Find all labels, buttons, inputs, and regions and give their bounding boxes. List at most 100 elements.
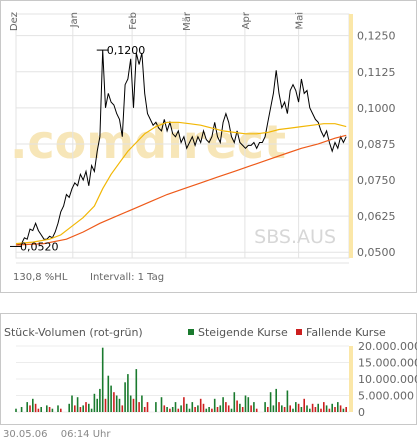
volume-bar (138, 402, 140, 412)
volume-bar (334, 407, 336, 412)
volume-bar (160, 397, 163, 412)
volume-bar (222, 397, 224, 412)
volume-bar (239, 403, 241, 413)
y-tick-label: 0,0625 (357, 210, 396, 223)
range-info: 130,8 %HL (13, 272, 68, 283)
annotation-label: 0,0520 (20, 240, 59, 253)
volume-bar (219, 405, 222, 412)
annotation-label: 0,1200 (107, 44, 145, 57)
volume-bar (208, 407, 210, 412)
volume-bar (272, 405, 275, 412)
volume-bar (60, 408, 62, 412)
volume-bar (317, 403, 319, 413)
legend-label: Steigende Kurse (198, 326, 288, 339)
symbol-label: SBS.AUS (254, 226, 336, 248)
volume-bar (163, 405, 166, 412)
volume-bar (264, 402, 266, 412)
volume-bar (253, 402, 255, 412)
volume-bar (283, 407, 286, 412)
x-tick-label: Mär (182, 11, 193, 31)
volume-bar (135, 369, 138, 412)
volume-bar (82, 405, 84, 412)
volume-bar (90, 408, 93, 412)
volume-bar (118, 398, 121, 412)
volume-bar (141, 395, 143, 412)
current-day-strip (349, 346, 353, 412)
volume-bar (216, 407, 219, 412)
volume-bar (244, 395, 247, 412)
volume-bar (171, 407, 174, 412)
y-tick-label: 10.000.000 (358, 373, 417, 386)
current-day-strip (349, 14, 353, 258)
x-tick-label: Apr (241, 11, 252, 29)
volume-bar (127, 374, 129, 412)
volume-bar (205, 408, 208, 412)
volume-bar (281, 405, 283, 412)
volume-bar (155, 402, 157, 412)
y-tick-label: 20.000.000 (358, 340, 417, 353)
volume-bar (328, 408, 331, 412)
volume-bar (339, 405, 342, 412)
y-tick-label: 0,0500 (357, 246, 396, 259)
volume-bar (247, 397, 250, 412)
volume-bar (113, 392, 115, 412)
volume-bar (104, 398, 107, 412)
y-tick-label: 0,1000 (357, 102, 396, 115)
volume-bar (286, 390, 289, 412)
volume-bar (297, 403, 300, 413)
series-line-1 (15, 121, 347, 245)
volume-bar (342, 408, 345, 412)
y-tick-label: 0,1125 (357, 66, 396, 79)
volume-bar (225, 402, 227, 412)
volume-bar (124, 382, 126, 412)
volume-bar (15, 408, 17, 412)
volume-bar (76, 397, 79, 412)
volume-bar (29, 405, 31, 412)
volume-bar (88, 403, 90, 413)
volume-bar (93, 393, 96, 412)
volume-bar (177, 408, 180, 412)
volume-bar (115, 395, 118, 412)
volume-bar (32, 398, 34, 412)
volume-bar (101, 347, 104, 412)
legend-label: Fallende Kurse (306, 326, 386, 339)
volume-bar (292, 408, 294, 412)
volume-bar (183, 397, 185, 412)
volume-bar (250, 405, 252, 412)
y-tick-label: 0,1250 (357, 30, 396, 43)
volume-bar (180, 405, 182, 412)
y-tick-label: 5.000.000 (358, 390, 414, 403)
volume-bar (37, 408, 40, 412)
volume-bar (325, 405, 328, 412)
volume-bar (194, 407, 196, 412)
volume-bar (345, 407, 347, 412)
volume-bar (197, 405, 199, 412)
volume-bar (185, 403, 188, 413)
volume-bar (311, 403, 314, 413)
volume-bar (143, 407, 146, 412)
volume-bar (255, 408, 258, 412)
x-tick-label: Jan (69, 12, 80, 28)
volume-bar (236, 400, 238, 412)
volume-bar (289, 405, 291, 412)
y-tick-label: 0 (358, 406, 365, 419)
volume-bar (314, 407, 317, 412)
plot-area (15, 13, 350, 259)
volume-bar (269, 392, 272, 412)
volume-bar (132, 398, 135, 412)
y-tick-label: 0,0875 (357, 138, 396, 151)
volume-bar (306, 405, 308, 412)
volume-bar (278, 402, 280, 412)
volume-bar (300, 407, 303, 412)
volume-bar (337, 402, 339, 412)
volume-bar (202, 403, 205, 413)
volume-bar (51, 408, 54, 412)
volume-bar (320, 408, 322, 412)
x-tick-label: Feb (128, 12, 139, 30)
volume-bar (121, 405, 124, 412)
volume-bar (275, 388, 277, 412)
volume-bar (309, 408, 311, 412)
y-tick-label: 15.000.000 (358, 357, 417, 370)
volume-bar (191, 402, 194, 412)
legend-swatch (188, 329, 194, 335)
